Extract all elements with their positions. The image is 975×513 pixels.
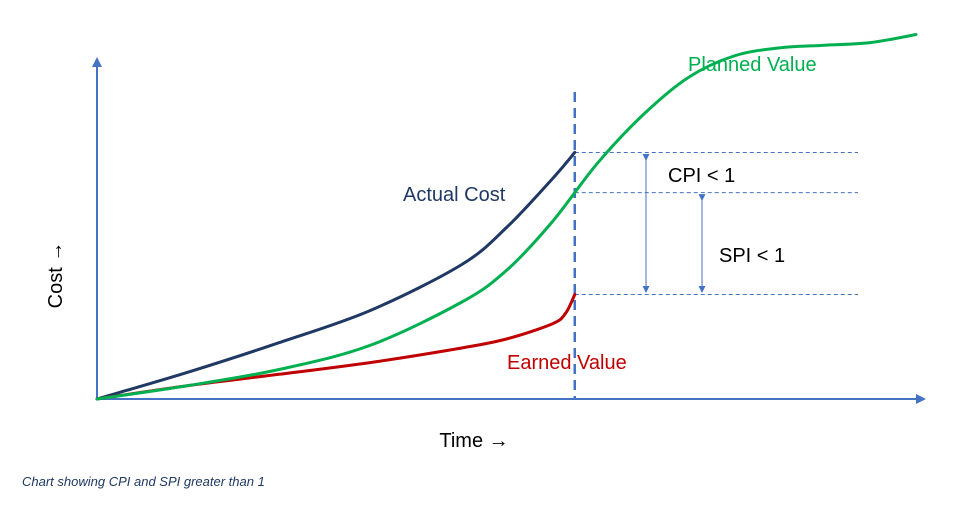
series-line-earned-value (95, 293, 577, 401)
series-label-earned-value: Earned Value (507, 352, 627, 374)
spi-label: SPI < 1 (719, 245, 785, 267)
x-axis-label: Time → (439, 430, 508, 452)
y-axis-label: Cost → (45, 242, 67, 309)
series-label-planned-value: Planned Value (688, 54, 817, 76)
series-label-actual-cost: Actual Cost (403, 184, 506, 206)
chart-caption: Chart showing CPI and SPI greater than 1 (22, 474, 265, 489)
cpi-label: CPI < 1 (668, 165, 735, 187)
series-line-actual-cost (95, 150, 577, 401)
series-line-planned-value (95, 33, 918, 401)
